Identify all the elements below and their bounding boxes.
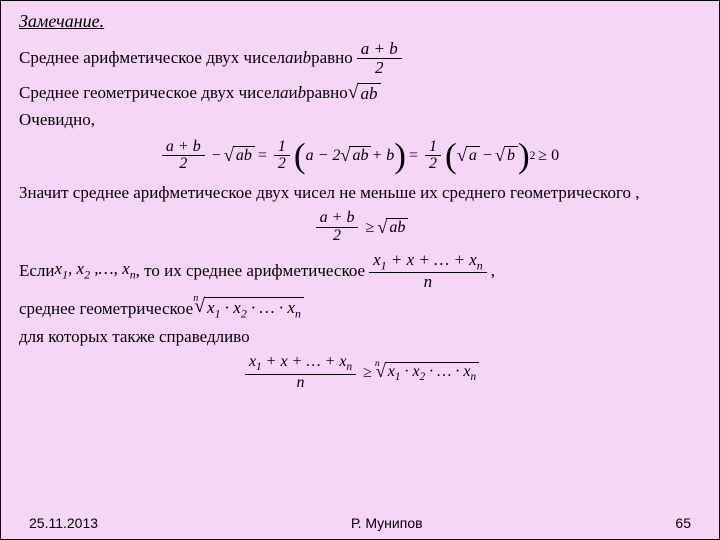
- denominator: n: [293, 375, 309, 392]
- numerator: 1: [425, 139, 441, 157]
- line-arith-mean-def: Среднее арифметическое двух чисел a и b …: [19, 40, 701, 77]
- am-gm-inequality: a + b 2 ≥ √ ab: [19, 209, 701, 245]
- text: ,: [491, 261, 495, 281]
- footer: 25.11.2013 Р. Мунипов 65: [1, 515, 719, 531]
- text: Очевидно,: [19, 110, 95, 130]
- footer-page: 65: [675, 515, 691, 531]
- line-holds: для которых также справедливо: [19, 327, 701, 347]
- text: + b: [371, 147, 394, 165]
- radicand: b: [504, 146, 518, 165]
- fraction: x1 + x + … + xn n: [369, 251, 487, 291]
- footer-date: 25.11.2013: [29, 515, 98, 531]
- sqrt: √ b: [495, 146, 518, 165]
- nth-root: n √ x1 · x2 · … · xn: [193, 297, 304, 321]
- radicand: x1 · x2 · … · xn: [204, 297, 304, 321]
- text: Значит среднее арифметическое двух чисел…: [19, 183, 640, 202]
- minus: −: [480, 147, 495, 165]
- equals: =: [406, 147, 421, 165]
- radicand: ab: [233, 146, 255, 165]
- sqrt: √ ab: [348, 83, 381, 104]
- text: , то их среднее арифметическое: [136, 261, 365, 281]
- denominator: 2: [274, 156, 290, 173]
- numerator: 1: [274, 139, 290, 157]
- line-conclusion: Значит среднее арифметическое двух чисел…: [19, 183, 701, 203]
- equals: =: [255, 147, 270, 165]
- text: Среднее геометрическое двух чисел: [19, 83, 280, 103]
- radicand: x1 · x2 · … · xn: [385, 362, 479, 383]
- var-a: a: [285, 48, 294, 68]
- var-b: b: [303, 48, 312, 68]
- heading: Замечание.: [19, 11, 701, 32]
- general-am-gm: x1 + x + … + xn n ≥ n √ x1 · x2 · … · xn: [19, 353, 701, 392]
- line-obviously: Очевидно,: [19, 110, 701, 130]
- numerator: x1 + x + … + xn: [245, 354, 356, 375]
- slide: Замечание. Среднее арифметическое двух ч…: [0, 0, 720, 540]
- text: равно: [311, 48, 353, 68]
- fraction: a + b 2: [316, 210, 359, 245]
- var-b: b: [298, 83, 307, 103]
- sqrt: √ a: [457, 146, 480, 165]
- text: среднее геометрическое: [19, 299, 193, 319]
- radicand: ab: [386, 218, 408, 237]
- lparen-icon: (: [445, 141, 457, 171]
- fraction: 1 2: [274, 139, 290, 174]
- denominator: 2: [329, 228, 345, 245]
- footer-author: Р. Мунипов: [351, 515, 423, 531]
- numerator: x1 + x + … + xn: [369, 251, 487, 273]
- line-geom-mean-def: Среднее геометрическое двух чисел a и b …: [19, 83, 701, 104]
- denominator: n: [420, 273, 437, 291]
- lparen-icon: (: [294, 141, 306, 171]
- denominator: 2: [371, 59, 388, 77]
- radicand: a: [466, 146, 480, 165]
- numerator: a + b: [357, 40, 402, 59]
- minus: −: [209, 147, 224, 165]
- text: и: [289, 83, 298, 103]
- ge-zero: ≥ 0: [535, 147, 562, 165]
- fraction: a + b 2: [162, 139, 205, 174]
- denominator: 2: [175, 156, 191, 173]
- main-equation: a + b 2 − √ ab = 1 2 ( a − 2 √ ab + b: [19, 138, 701, 174]
- numerator: a + b: [316, 210, 359, 228]
- text: Если: [19, 261, 55, 281]
- radicand: ab: [358, 83, 381, 104]
- text: для которых также справедливо: [19, 327, 250, 347]
- numerator: a + b: [162, 139, 205, 157]
- radicand: ab: [349, 146, 371, 165]
- var-a: a: [280, 83, 289, 103]
- rparen-icon: ): [518, 141, 530, 171]
- sqrt: √ ab: [224, 146, 255, 165]
- line-geom-mean-n: среднее геометрическое n √ x1 · x2 · … ·…: [19, 297, 701, 321]
- text: и: [293, 48, 302, 68]
- ge: ≥: [362, 219, 377, 237]
- text: a − 2: [306, 147, 341, 165]
- denominator: 2: [425, 156, 441, 173]
- text: равно: [306, 83, 348, 103]
- sqrt: √ ab: [377, 218, 408, 237]
- text: Среднее арифметическое двух чисел: [19, 48, 285, 68]
- fraction: 1 2: [425, 139, 441, 174]
- nth-root: n √ x1 · x2 · … · xn: [375, 362, 479, 383]
- ge: ≥: [360, 364, 375, 382]
- fraction: x1 + x + … + xn n: [245, 354, 356, 392]
- rparen-icon: ): [394, 141, 406, 171]
- sequence: x1, x2 ,…, xn: [55, 259, 136, 282]
- sqrt: √ ab: [340, 146, 371, 165]
- fraction: a + b 2: [357, 40, 402, 77]
- line-if-sequence: Если x1, x2 ,…, xn , то их среднее арифм…: [19, 251, 701, 291]
